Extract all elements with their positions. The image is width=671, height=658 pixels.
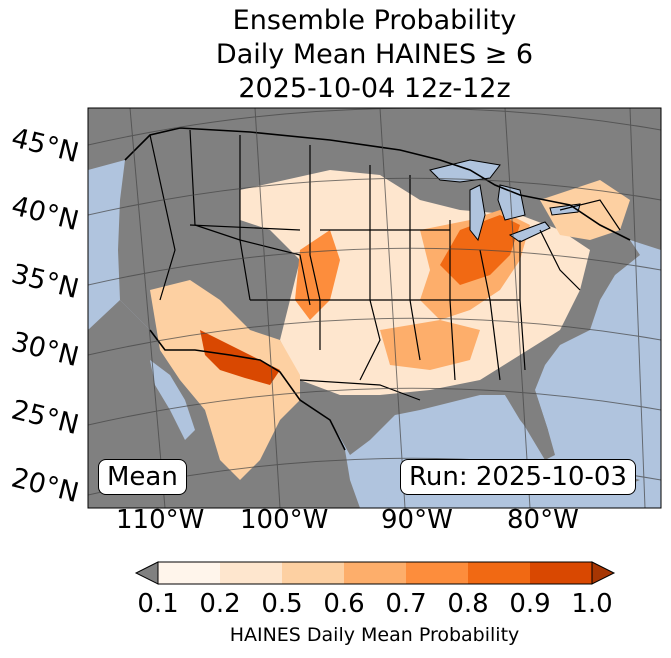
title-line-1: Ensemble Probability [232, 5, 517, 36]
run-label: Run: 2025-10-03 [400, 459, 636, 495]
lon-label-80: 80°W [507, 505, 579, 535]
lake-michigan [469, 184, 486, 242]
lon-label-110: 110°W [116, 505, 205, 535]
colorbar-tick-label: 1.0 [571, 589, 613, 619]
colorbar-segment [282, 562, 344, 584]
colorbar-tick-label: 0.8 [447, 589, 489, 619]
gulf-california [150, 360, 195, 440]
canada-land [88, 108, 661, 250]
colorbar-tick-label: 0.1 [137, 589, 179, 619]
prob-northeast [540, 180, 630, 240]
land-areas [88, 108, 661, 508]
colorbar [134, 561, 616, 585]
lon-label-100: 100°W [240, 505, 329, 535]
colorbar-tick-label: 0.9 [509, 589, 551, 619]
colorbar-under-arrow [134, 561, 159, 585]
colorbar-segment [344, 562, 406, 584]
colorbar-over-arrow [591, 561, 616, 585]
great-lakes [429, 159, 581, 243]
colorbar-segment [530, 562, 592, 584]
colorbar-segment [406, 562, 468, 584]
lake-erie [508, 221, 551, 243]
colorbar-segment [468, 562, 530, 584]
colorbar-tick-label: 0.6 [323, 589, 365, 619]
title-line-3: 2025-10-04 12z-12z [238, 73, 511, 104]
state-borders [149, 129, 621, 401]
colorbar-tick-label: 0.2 [199, 589, 241, 619]
colorbar-segment [220, 562, 282, 584]
title-line-2: Daily Mean HAINES ≥ 6 [215, 39, 534, 70]
florida-land [505, 390, 555, 460]
mean-label: Mean [98, 459, 187, 495]
colorbar-tick-label: 0.5 [261, 589, 303, 619]
lon-label-90: 90°W [381, 505, 453, 535]
map-frame [87, 107, 662, 509]
colorbar-frame [157, 561, 593, 585]
colorbar-title: HAINES Daily Mean Probability [229, 624, 520, 646]
prob-southwest-core [200, 330, 280, 385]
country-borders [124, 127, 631, 451]
prob-west [150, 280, 300, 480]
prob-gulf [380, 320, 480, 370]
lake-superior [429, 159, 501, 183]
colorbar-tick-label: 0.7 [385, 589, 427, 619]
graticule [88, 108, 661, 508]
colorbar-segment [158, 562, 220, 584]
